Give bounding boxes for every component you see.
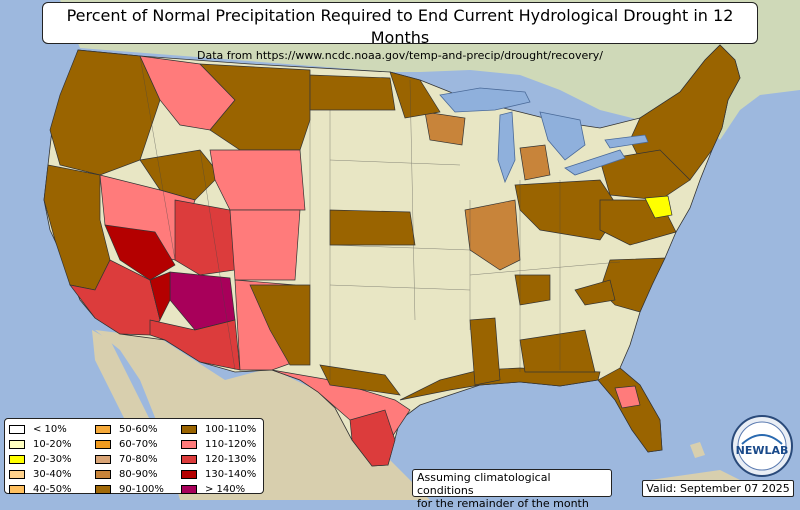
legend-swatch [181, 425, 197, 434]
region-maryland-yellow [644, 195, 673, 219]
logo-text: NEWLAB [736, 444, 789, 457]
region-tennessee-brown [514, 274, 551, 306]
lake-superior [439, 87, 531, 113]
legend-column-1: < 10% 10-20% 20-30% 30-40% 40-50% [9, 422, 72, 497]
legend-swatch [9, 425, 25, 434]
legend-swatch [9, 455, 25, 464]
legend-swatch [95, 455, 111, 464]
legend-item: > 140% [181, 482, 256, 497]
region-texas-red [349, 409, 396, 467]
region-illinois [464, 199, 521, 271]
legend-swatch [181, 470, 197, 479]
lake-michigan [497, 111, 516, 184]
region-gulf-coast [399, 367, 601, 401]
region-nevada-north [139, 149, 221, 201]
legend-column-3: 100-110% 110-120% 120-130% 130-140% > 14… [181, 422, 256, 497]
legend: < 10% 10-20% 20-30% 30-40% 40-50% 50-60%… [4, 418, 264, 497]
legend-swatch [9, 440, 25, 449]
legend-item: 90-100% [95, 482, 164, 497]
legend-item: 30-40% [9, 467, 72, 482]
legend-swatch [95, 470, 111, 479]
region-wisconsin [424, 111, 466, 146]
legend-swatch [181, 440, 197, 449]
region-colorado-pink [229, 209, 301, 281]
legend-swatch [95, 485, 111, 494]
legend-swatch [9, 485, 25, 494]
drought-regions [43, 44, 741, 467]
legend-swatch [95, 425, 111, 434]
note-line-1: Assuming climatological conditions [417, 471, 551, 497]
legend-item: 40-50% [9, 482, 72, 497]
map-title: Percent of Normal Precipitation Required… [66, 6, 734, 47]
region-nevada-darkred [104, 224, 176, 281]
region-newmexico-brown [249, 284, 311, 366]
region-texas-brown [319, 364, 401, 396]
legend-item: 100-110% [181, 422, 256, 437]
lake-ontario [604, 134, 649, 149]
region-arizona-south [149, 319, 241, 371]
great-lakes [439, 87, 649, 184]
legend-swatch [181, 485, 197, 494]
note-line-2: for the remainder of the month [417, 497, 589, 510]
valid-date: Valid: September 07 2025 [642, 480, 794, 497]
bahamas [690, 442, 705, 458]
map-subtitle: Data from https://www.ncdc.noaa.gov/temp… [197, 49, 603, 62]
legend-item: 80-90% [95, 467, 164, 482]
legend-item: 10-20% [9, 437, 72, 452]
region-alabama-brown [519, 329, 596, 373]
legend-item: 110-120% [181, 437, 256, 452]
assumption-note: Assuming climatological conditions for t… [412, 469, 612, 510]
legend-swatch [9, 470, 25, 479]
legend-item: 120-130% [181, 452, 256, 467]
region-nebraska-brown [329, 209, 416, 246]
region-minnesota [389, 71, 441, 119]
region-dakota-brown [309, 74, 396, 111]
legend-swatch [181, 455, 197, 464]
state-lines [139, 55, 621, 380]
legend-item: < 10% [9, 422, 72, 437]
region-utah-red [174, 199, 236, 276]
legend-item: 70-80% [95, 452, 164, 467]
legend-item: 60-70% [95, 437, 164, 452]
legend-column-2: 50-60% 60-70% 70-80% 80-90% 90-100% [95, 422, 164, 497]
region-michigan [519, 144, 551, 181]
region-florida-brown [597, 367, 663, 453]
region-mississippi-brown [469, 317, 501, 386]
region-pennsylvania [599, 149, 691, 201]
legend-swatch [95, 440, 111, 449]
legend-item: 130-140% [181, 467, 256, 482]
region-georgia-brown [574, 279, 616, 306]
newlab-logo: NEWLAB [731, 415, 793, 477]
lake-huron [539, 111, 586, 161]
legend-item: 50-60% [95, 422, 164, 437]
lake-erie [564, 149, 626, 176]
region-arizona-darkred [149, 271, 171, 322]
region-florida-pink [614, 385, 641, 409]
title-box: Percent of Normal Precipitation Required… [42, 2, 758, 62]
legend-item: 20-30% [9, 452, 72, 467]
